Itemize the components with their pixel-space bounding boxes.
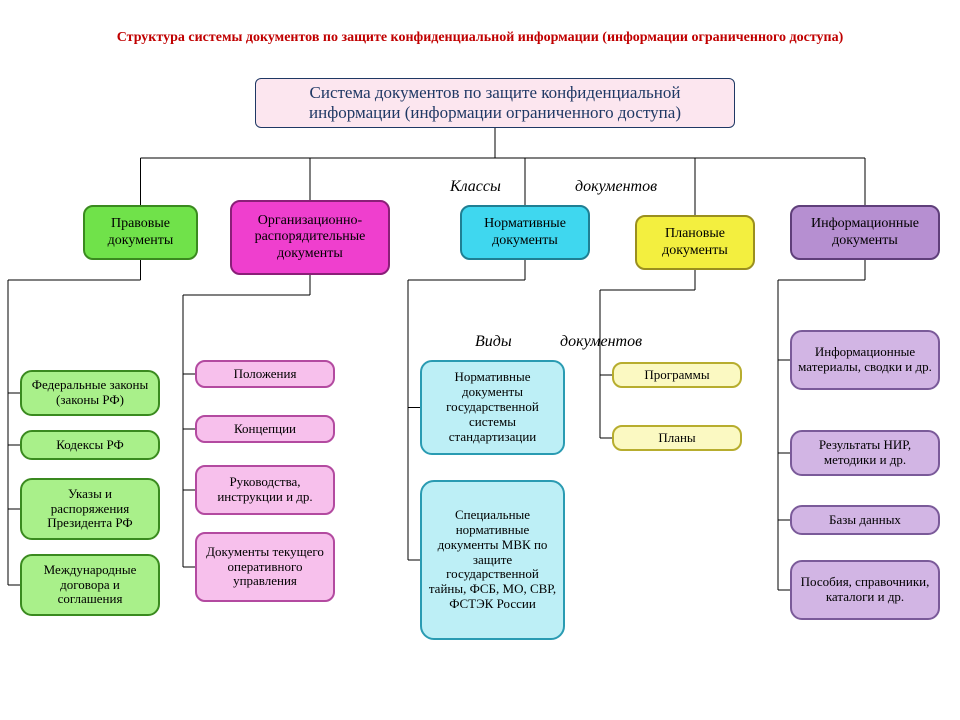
item-legal: Кодексы РФ [20, 430, 160, 460]
section-label: Виды [475, 333, 512, 351]
item-plan: Планы [612, 425, 742, 451]
item-legal: Международные договора и соглашения [20, 554, 160, 616]
item-info: Базы данных [790, 505, 940, 535]
item-org: Концепции [195, 415, 335, 443]
category-org: Организационно-распорядительные документ… [230, 200, 390, 275]
item-org: Документы текущего оперативного управлен… [195, 532, 335, 602]
item-info: Пособия, справочники, каталоги и др. [790, 560, 940, 620]
item-legal: Федеральные законы (законы РФ) [20, 370, 160, 416]
section-label: документов [575, 178, 657, 196]
item-plan: Программы [612, 362, 742, 388]
item-info: Результаты НИР, методики и др. [790, 430, 940, 476]
diagram-title: Структура системы документов по защите к… [60, 30, 900, 46]
section-label: документов [560, 333, 642, 351]
item-legal: Указы и распоряжения Президента РФ [20, 478, 160, 540]
item-norm: Специальные нормативные документы МВК по… [420, 480, 565, 640]
item-org: Положения [195, 360, 335, 388]
item-org: Руководства, инструкции и др. [195, 465, 335, 515]
category-norm: Нормативные документы [460, 205, 590, 260]
root-node: Система документов по защите конфиденциа… [255, 78, 735, 128]
category-info: Информационные документы [790, 205, 940, 260]
category-plan: Плановые документы [635, 215, 755, 270]
item-norm: Нормативные документы государственной си… [420, 360, 565, 455]
section-label: Классы [450, 178, 501, 196]
item-info: Информационные материалы, сводки и др. [790, 330, 940, 390]
category-legal: Правовые документы [83, 205, 198, 260]
diagram-canvas: Структура системы документов по защите к… [0, 0, 960, 720]
